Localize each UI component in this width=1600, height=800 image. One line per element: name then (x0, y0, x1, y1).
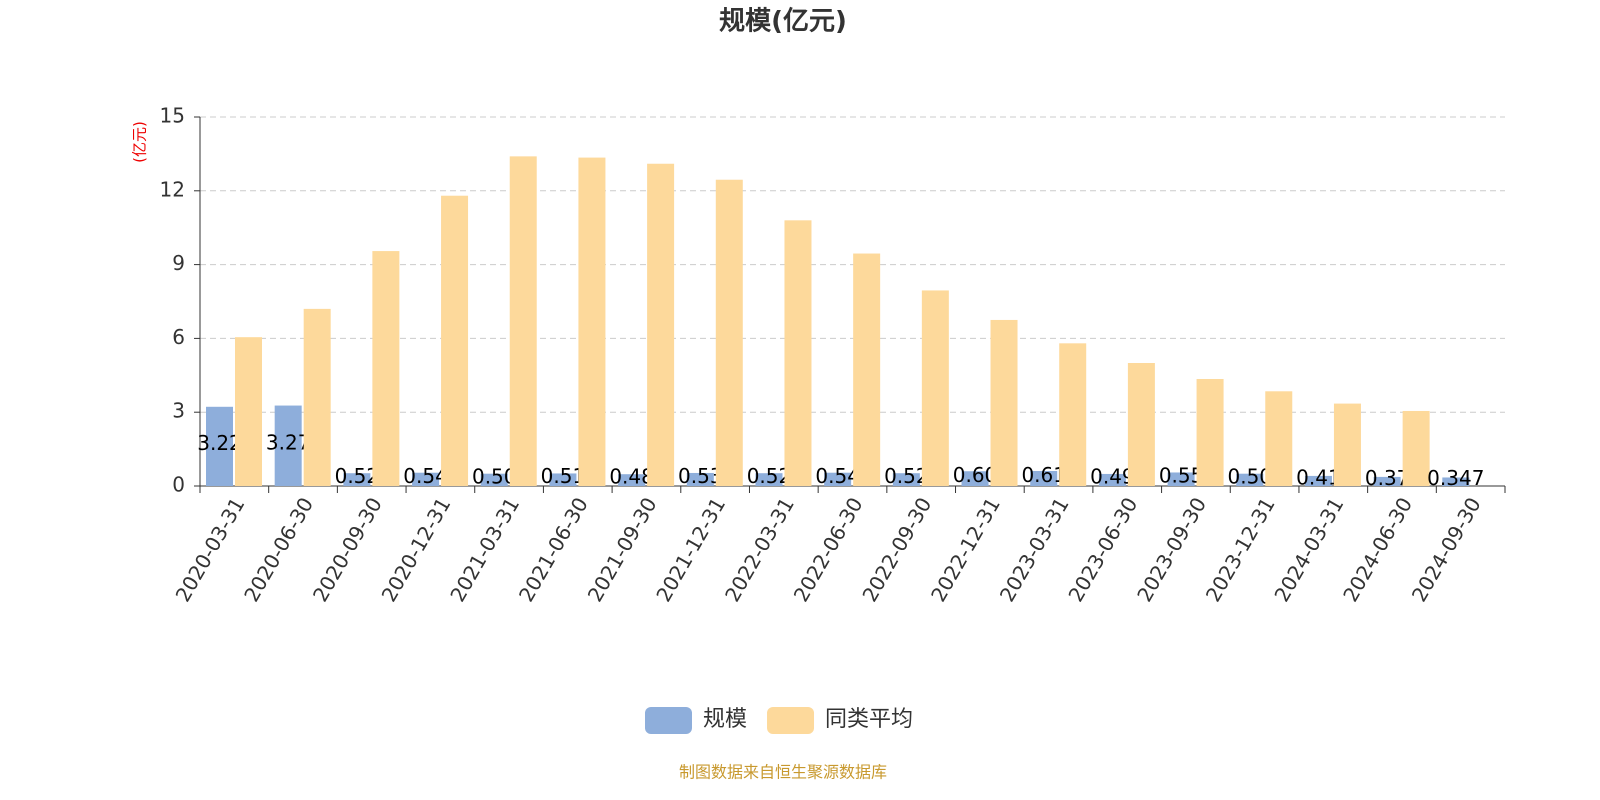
value-label: 0.51 (541, 464, 586, 488)
x-tick-label: 2021-09-30 (583, 493, 662, 606)
value-label: 0.52 (335, 464, 380, 488)
legend-label: 规模 (703, 707, 747, 732)
x-tick-label: 2023-06-30 (1063, 493, 1142, 606)
x-tick-label: 2021-06-30 (514, 493, 593, 606)
x-tick-label: 2020-03-31 (171, 493, 250, 606)
x-tick-label: 2022-12-31 (926, 493, 1005, 606)
x-tick-label: 2020-12-31 (377, 493, 456, 606)
value-label: 0.52 (747, 464, 792, 488)
x-tick-label: 2024-06-30 (1338, 493, 1417, 606)
bar (784, 220, 812, 486)
value-label: 0.61 (1021, 463, 1066, 487)
value-label: 0.347 (1427, 466, 1484, 490)
bar (1236, 473, 1264, 486)
x-tick-label: 2024-09-30 (1407, 493, 1486, 606)
x-tick-label: 2020-09-30 (308, 493, 387, 606)
x-tick-label: 2024-03-31 (1269, 493, 1348, 606)
bar (1373, 476, 1401, 486)
x-tick-label: 2022-03-31 (720, 493, 799, 606)
value-label: 0.48 (609, 465, 654, 489)
legend-swatch (645, 707, 692, 734)
y-tick-label: 3 (172, 399, 185, 423)
y-tick-label: 0 (172, 473, 185, 497)
bar (578, 157, 606, 486)
bar (961, 471, 989, 486)
legend-label: 同类平均 (825, 707, 913, 732)
x-tick-label: 2023-09-30 (1132, 493, 1211, 606)
bar (853, 253, 881, 486)
bar (1196, 378, 1224, 486)
value-label: 0.49 (1090, 464, 1135, 488)
bar (824, 472, 852, 486)
y-tick-label: 12 (160, 177, 185, 201)
bar (892, 473, 920, 486)
value-label: 0.54 (403, 464, 448, 488)
x-tick-label: 2023-03-31 (995, 493, 1074, 606)
bar (1098, 473, 1126, 486)
bar (372, 251, 400, 486)
bar (1059, 343, 1087, 486)
y-tick-label: 15 (160, 104, 185, 128)
bar (715, 179, 743, 487)
x-tick-label: 2021-03-31 (445, 493, 524, 606)
value-label: 0.41 (1296, 465, 1341, 489)
bar (1127, 363, 1155, 486)
bar (412, 472, 440, 486)
value-label: 0.55 (1159, 464, 1204, 488)
bar (990, 319, 1018, 486)
bar (549, 473, 577, 486)
bar (618, 474, 646, 486)
chart-title: 规模(亿元) (719, 7, 847, 37)
value-label: 3.27 (266, 430, 311, 454)
value-label: 0.53 (678, 464, 723, 488)
bar (303, 308, 331, 486)
bar (1167, 472, 1195, 486)
value-label: 0.60 (953, 463, 998, 487)
value-label: 0.52 (884, 464, 929, 488)
bar (509, 156, 537, 487)
bar (1402, 410, 1430, 486)
x-tick-label: 2020-06-30 (239, 493, 318, 606)
bar (343, 473, 371, 486)
value-label: 0.50 (472, 464, 517, 488)
legend-swatch (767, 707, 815, 734)
x-tick-label: 2022-09-30 (857, 493, 936, 606)
y-tick-label: 9 (172, 251, 185, 275)
bar (480, 473, 508, 486)
x-tick-label: 2022-06-30 (789, 493, 868, 606)
bar (274, 405, 302, 486)
value-label: 0.37 (1365, 466, 1410, 490)
value-label: 0.54 (815, 464, 860, 488)
bar (235, 337, 262, 486)
x-tick-label: 2023-12-31 (1201, 493, 1280, 606)
bar (686, 472, 714, 486)
value-label: 3.22 (197, 431, 242, 455)
bar (1265, 391, 1293, 486)
bar (1304, 475, 1332, 486)
bar (647, 163, 675, 487)
bar (755, 473, 783, 486)
x-tick-label: 2021-12-31 (651, 493, 730, 606)
bar (441, 195, 469, 486)
bar (1333, 403, 1361, 486)
y-tick-label: 6 (172, 325, 185, 349)
bar (206, 406, 233, 486)
source-note: 制图数据来自恒生聚源数据库 (679, 763, 887, 782)
bar (921, 290, 949, 486)
bar (1442, 477, 1470, 486)
y-axis-label: (亿元) (131, 121, 149, 163)
bar (1030, 470, 1058, 486)
value-label: 0.50 (1227, 464, 1272, 488)
